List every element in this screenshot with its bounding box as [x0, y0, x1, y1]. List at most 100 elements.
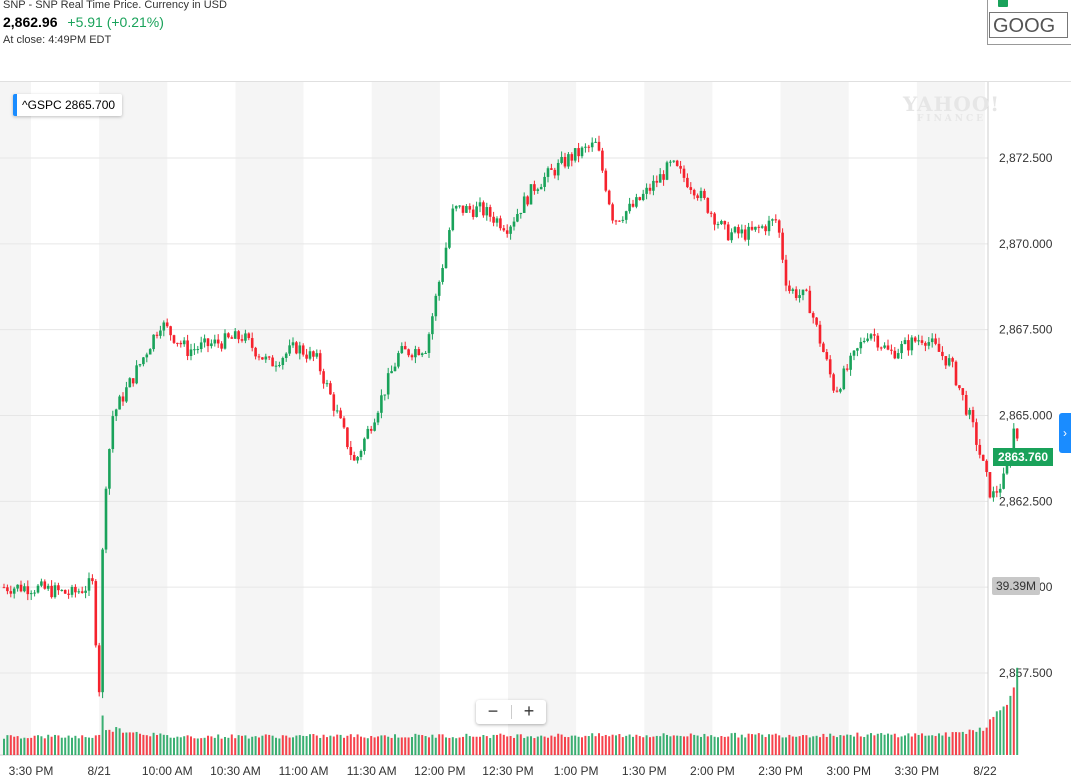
volume-bar [842, 735, 845, 755]
candle [36, 585, 40, 593]
volume-bar [57, 735, 60, 755]
volume-bar [999, 710, 1002, 755]
volume-bar [849, 734, 852, 755]
candle [791, 289, 795, 291]
candle [125, 387, 128, 402]
volume-bar [360, 736, 362, 755]
chart-area[interactable]: 2,872.500 2,870.000 2,867.500 2,865.000 2,86… [0, 81, 1071, 783]
volume-bar [655, 735, 658, 755]
volume-bar [819, 737, 821, 755]
volume-bar [649, 737, 651, 755]
volume-bar [230, 734, 233, 755]
candle [652, 180, 655, 191]
candle [723, 221, 727, 225]
volume-bar [519, 734, 522, 755]
volume-bar [557, 733, 560, 755]
volume-bar [254, 736, 257, 755]
candle [913, 337, 917, 342]
candle [876, 335, 880, 348]
volume-bar [938, 733, 940, 755]
watermark-line1: YAHOO! [903, 92, 1001, 116]
expand-panel-button[interactable]: › [1059, 413, 1071, 453]
candle [339, 410, 342, 419]
volume-bar [910, 736, 913, 755]
volume-bar [768, 734, 770, 755]
candle [978, 444, 982, 455]
candle [927, 342, 931, 346]
quote-row: 2,862.96 +5.91 (+0.21%) [3, 14, 164, 30]
volume-bar [298, 735, 301, 755]
candle [414, 349, 417, 358]
volume-bar [560, 734, 563, 755]
volume-bar [900, 736, 903, 755]
volume-bar [846, 734, 849, 755]
candle [471, 209, 475, 217]
candle [890, 349, 893, 351]
candle [29, 593, 33, 595]
volume-bar [322, 734, 325, 755]
candle [206, 338, 210, 347]
volume-bar [543, 736, 546, 755]
candle [964, 394, 968, 415]
compare-symbol-box[interactable]: GOOG [987, 0, 1071, 45]
candle [468, 206, 472, 210]
candle [543, 176, 546, 187]
volume-bar [292, 737, 294, 755]
volume-bar [462, 736, 464, 755]
volume-bar [472, 736, 475, 755]
candle [213, 339, 217, 344]
candle [152, 334, 155, 350]
candle [84, 590, 87, 593]
candle [893, 350, 897, 359]
candle [941, 351, 944, 357]
candle [781, 232, 784, 260]
candle [155, 334, 159, 336]
candle [597, 141, 601, 151]
candle [845, 368, 849, 370]
candle [709, 212, 713, 214]
zoom-out-button[interactable]: − [487, 701, 499, 721]
price-chart[interactable]: 2,872.500 2,870.000 2,867.500 2,865.000 2,86… [0, 82, 1071, 783]
volume-bar [615, 735, 617, 755]
volume-bar [876, 733, 879, 755]
candle [672, 160, 676, 162]
volume-bar [414, 733, 417, 755]
candle [801, 289, 805, 296]
volume-bar [547, 737, 549, 755]
volume-bar [611, 734, 614, 755]
candle [624, 211, 628, 220]
volume-bar [383, 735, 386, 755]
volume-bar [343, 737, 345, 755]
volume-bar [693, 734, 696, 755]
candle [138, 364, 142, 366]
candle [968, 410, 971, 415]
x-tick-label: 10:00 AM [142, 764, 193, 778]
candle [907, 340, 910, 351]
volume-bar [9, 735, 12, 755]
volume-bar [747, 733, 750, 755]
candle [70, 586, 74, 595]
volume-bar [669, 736, 672, 755]
candle [567, 154, 570, 167]
volume-bar [465, 733, 468, 755]
volume-bar [434, 737, 437, 755]
candle [825, 352, 829, 360]
add-icon[interactable] [998, 0, 1008, 7]
candle [67, 593, 70, 595]
volume-bar [1002, 706, 1005, 755]
volume-bar [751, 734, 753, 755]
candle [295, 342, 298, 354]
candle [495, 218, 499, 223]
volume-bar [744, 737, 747, 755]
candle [417, 349, 421, 356]
volume-bar [417, 734, 420, 755]
candle [638, 197, 642, 200]
zoom-in-button[interactable]: + [523, 701, 535, 721]
candle [308, 351, 312, 359]
volume-bar [659, 736, 662, 755]
volume-bar [921, 733, 923, 755]
compare-symbol-input[interactable]: GOOG [989, 12, 1068, 38]
series-legend[interactable]: ^GSPC 2865.700 [13, 94, 123, 116]
x-tick-label: 3:30 PM [9, 764, 54, 778]
candle [788, 285, 791, 291]
